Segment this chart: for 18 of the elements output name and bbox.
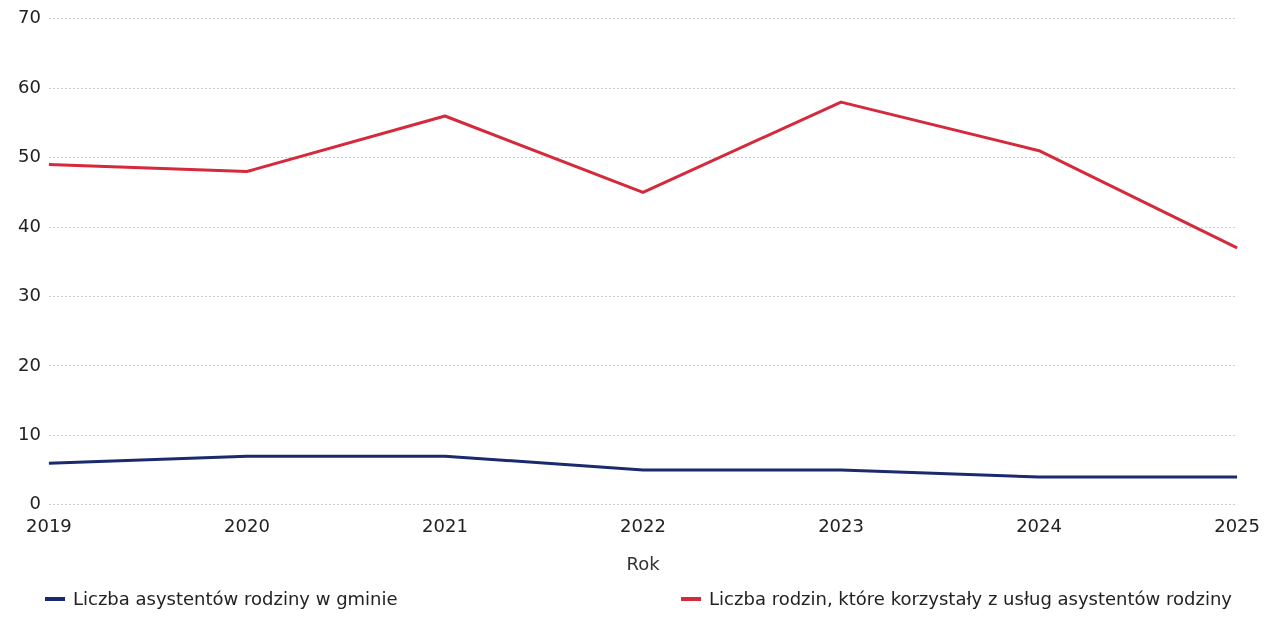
legend-label: Liczba asystentów rodziny w gminie [73, 588, 398, 609]
x-axis-title: Rok [626, 552, 661, 574]
x-tick-label: 2021 [422, 515, 468, 537]
y-tick-label: 50 [18, 145, 41, 167]
x-tick-label: 2023 [818, 515, 864, 537]
x-tick-label: 2022 [620, 515, 666, 537]
x-tick-label: 2025 [1214, 515, 1260, 537]
x-tick-label: 2024 [1016, 515, 1062, 537]
y-tick-label: 40 [18, 214, 41, 236]
legend-label: Liczba rodzin, które korzystały z usług asystentów rodziny [709, 588, 1232, 609]
x-tick-label: 2020 [224, 515, 270, 537]
y-tick-label: 30 [18, 284, 41, 306]
y-tick-label: 0 [29, 492, 41, 514]
y-tick-label: 10 [18, 423, 41, 445]
x-tick-label: 2019 [26, 515, 72, 537]
y-tick-label: 20 [18, 353, 41, 375]
y-tick-label: 60 [18, 75, 41, 97]
y-tick-label: 70 [18, 6, 41, 28]
